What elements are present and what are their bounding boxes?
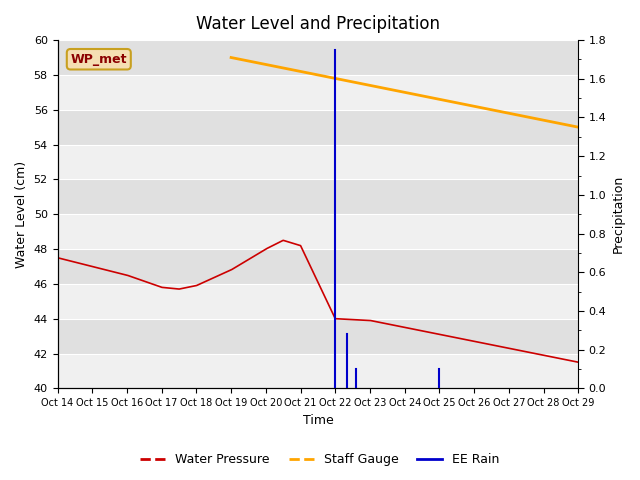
Bar <box>58 214 579 249</box>
Bar <box>58 249 579 284</box>
Title: Water Level and Precipitation: Water Level and Precipitation <box>196 15 440 33</box>
Text: WP_met: WP_met <box>70 53 127 66</box>
Bar <box>58 40 579 75</box>
Line: Water Pressure: Water Pressure <box>58 240 579 362</box>
Water Pressure <box>279 238 287 243</box>
Staff Gauge <box>575 124 582 130</box>
Line: Staff Gauge: Staff Gauge <box>231 58 579 127</box>
Bar <box>58 110 579 144</box>
X-axis label: Time: Time <box>303 414 333 427</box>
Bar <box>58 75 579 110</box>
Bar <box>58 180 579 214</box>
Water Pressure <box>559 356 567 362</box>
Bar <box>58 319 579 353</box>
Bar <box>58 353 579 388</box>
Legend: Water Pressure, Staff Gauge, EE Rain: Water Pressure, Staff Gauge, EE Rain <box>136 448 504 471</box>
Y-axis label: Precipitation: Precipitation <box>612 175 625 253</box>
Water Pressure <box>80 262 88 267</box>
Bar <box>58 144 579 180</box>
Staff Gauge <box>227 55 235 60</box>
Water Pressure <box>54 255 61 261</box>
Water Pressure <box>293 241 301 247</box>
Water Pressure <box>575 360 582 365</box>
Water Pressure <box>307 264 315 270</box>
Water Pressure <box>559 356 567 362</box>
Y-axis label: Water Level (cm): Water Level (cm) <box>15 161 28 268</box>
Water Pressure <box>464 337 472 343</box>
Bar <box>58 284 579 319</box>
